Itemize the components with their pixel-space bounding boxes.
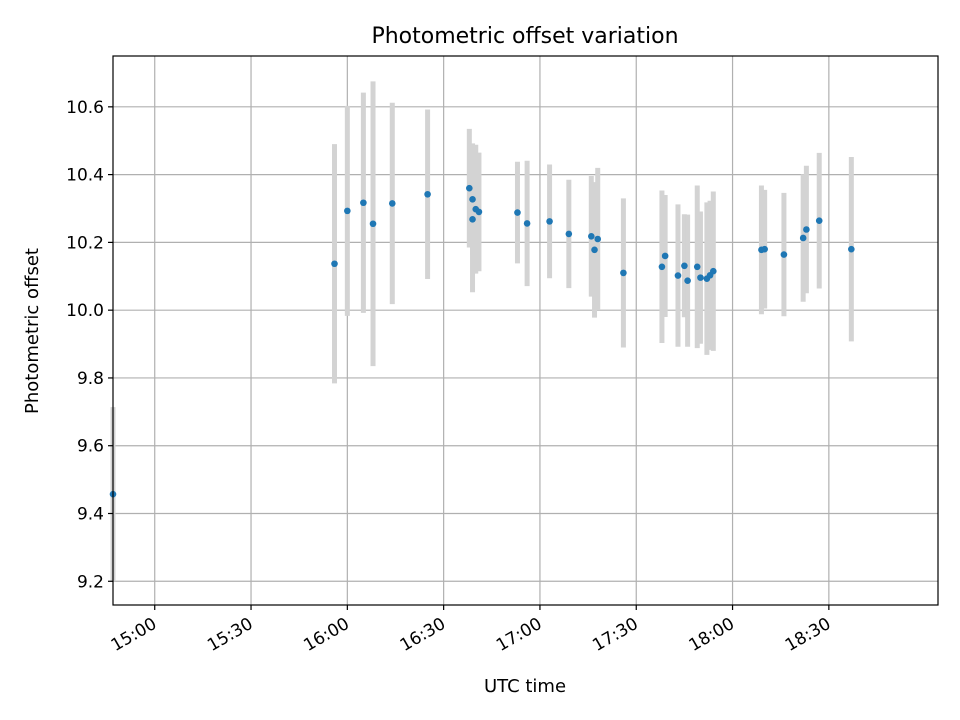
chart-title: Photometric offset variation	[371, 24, 678, 49]
data-point	[388, 200, 396, 207]
y-axis-ticks: 9.2 9.4 9.6 9.8 10.0 10.2 10.4 10.6	[66, 98, 113, 592]
y-tick-label: 9.2	[77, 572, 104, 592]
data-point	[697, 274, 704, 281]
data-point	[360, 199, 367, 207]
data-point	[674, 272, 682, 279]
data-point	[815, 217, 823, 224]
y-axis-label: Photometric offset	[22, 248, 43, 414]
data-point	[761, 245, 768, 253]
data-point	[369, 220, 377, 228]
data-point	[469, 196, 476, 203]
data-point	[594, 235, 602, 243]
data-point	[466, 184, 473, 192]
data-point	[514, 209, 521, 216]
data-point	[709, 267, 717, 275]
y-tick-label: 9.6	[77, 437, 104, 457]
y-tick-label: 10.4	[66, 166, 104, 186]
data-point	[424, 190, 431, 198]
data-point	[693, 263, 701, 271]
data-point	[620, 269, 627, 277]
data-point	[681, 262, 688, 270]
data-point	[799, 234, 807, 242]
data-points	[109, 184, 855, 498]
data-point	[661, 252, 669, 260]
y-tick-label: 10.6	[66, 98, 104, 118]
y-tick-label: 9.4	[77, 505, 104, 525]
data-point	[344, 207, 351, 215]
data-point	[546, 218, 553, 225]
data-point	[523, 220, 531, 227]
data-point	[848, 245, 855, 253]
data-point	[475, 208, 483, 216]
y-tick-label: 9.8	[77, 369, 104, 389]
data-point	[684, 277, 691, 284]
data-point	[331, 260, 338, 268]
data-point	[658, 263, 666, 271]
x-axis-label: UTC time	[484, 676, 566, 697]
data-point	[565, 230, 573, 238]
data-point	[803, 226, 810, 233]
data-point	[591, 246, 598, 254]
y-tick-label: 10.2	[66, 233, 104, 253]
data-point	[469, 216, 476, 223]
plot-area-frame	[112, 55, 939, 606]
data-point	[588, 232, 595, 240]
y-tick-label: 10.0	[66, 301, 104, 321]
data-point	[780, 251, 788, 258]
